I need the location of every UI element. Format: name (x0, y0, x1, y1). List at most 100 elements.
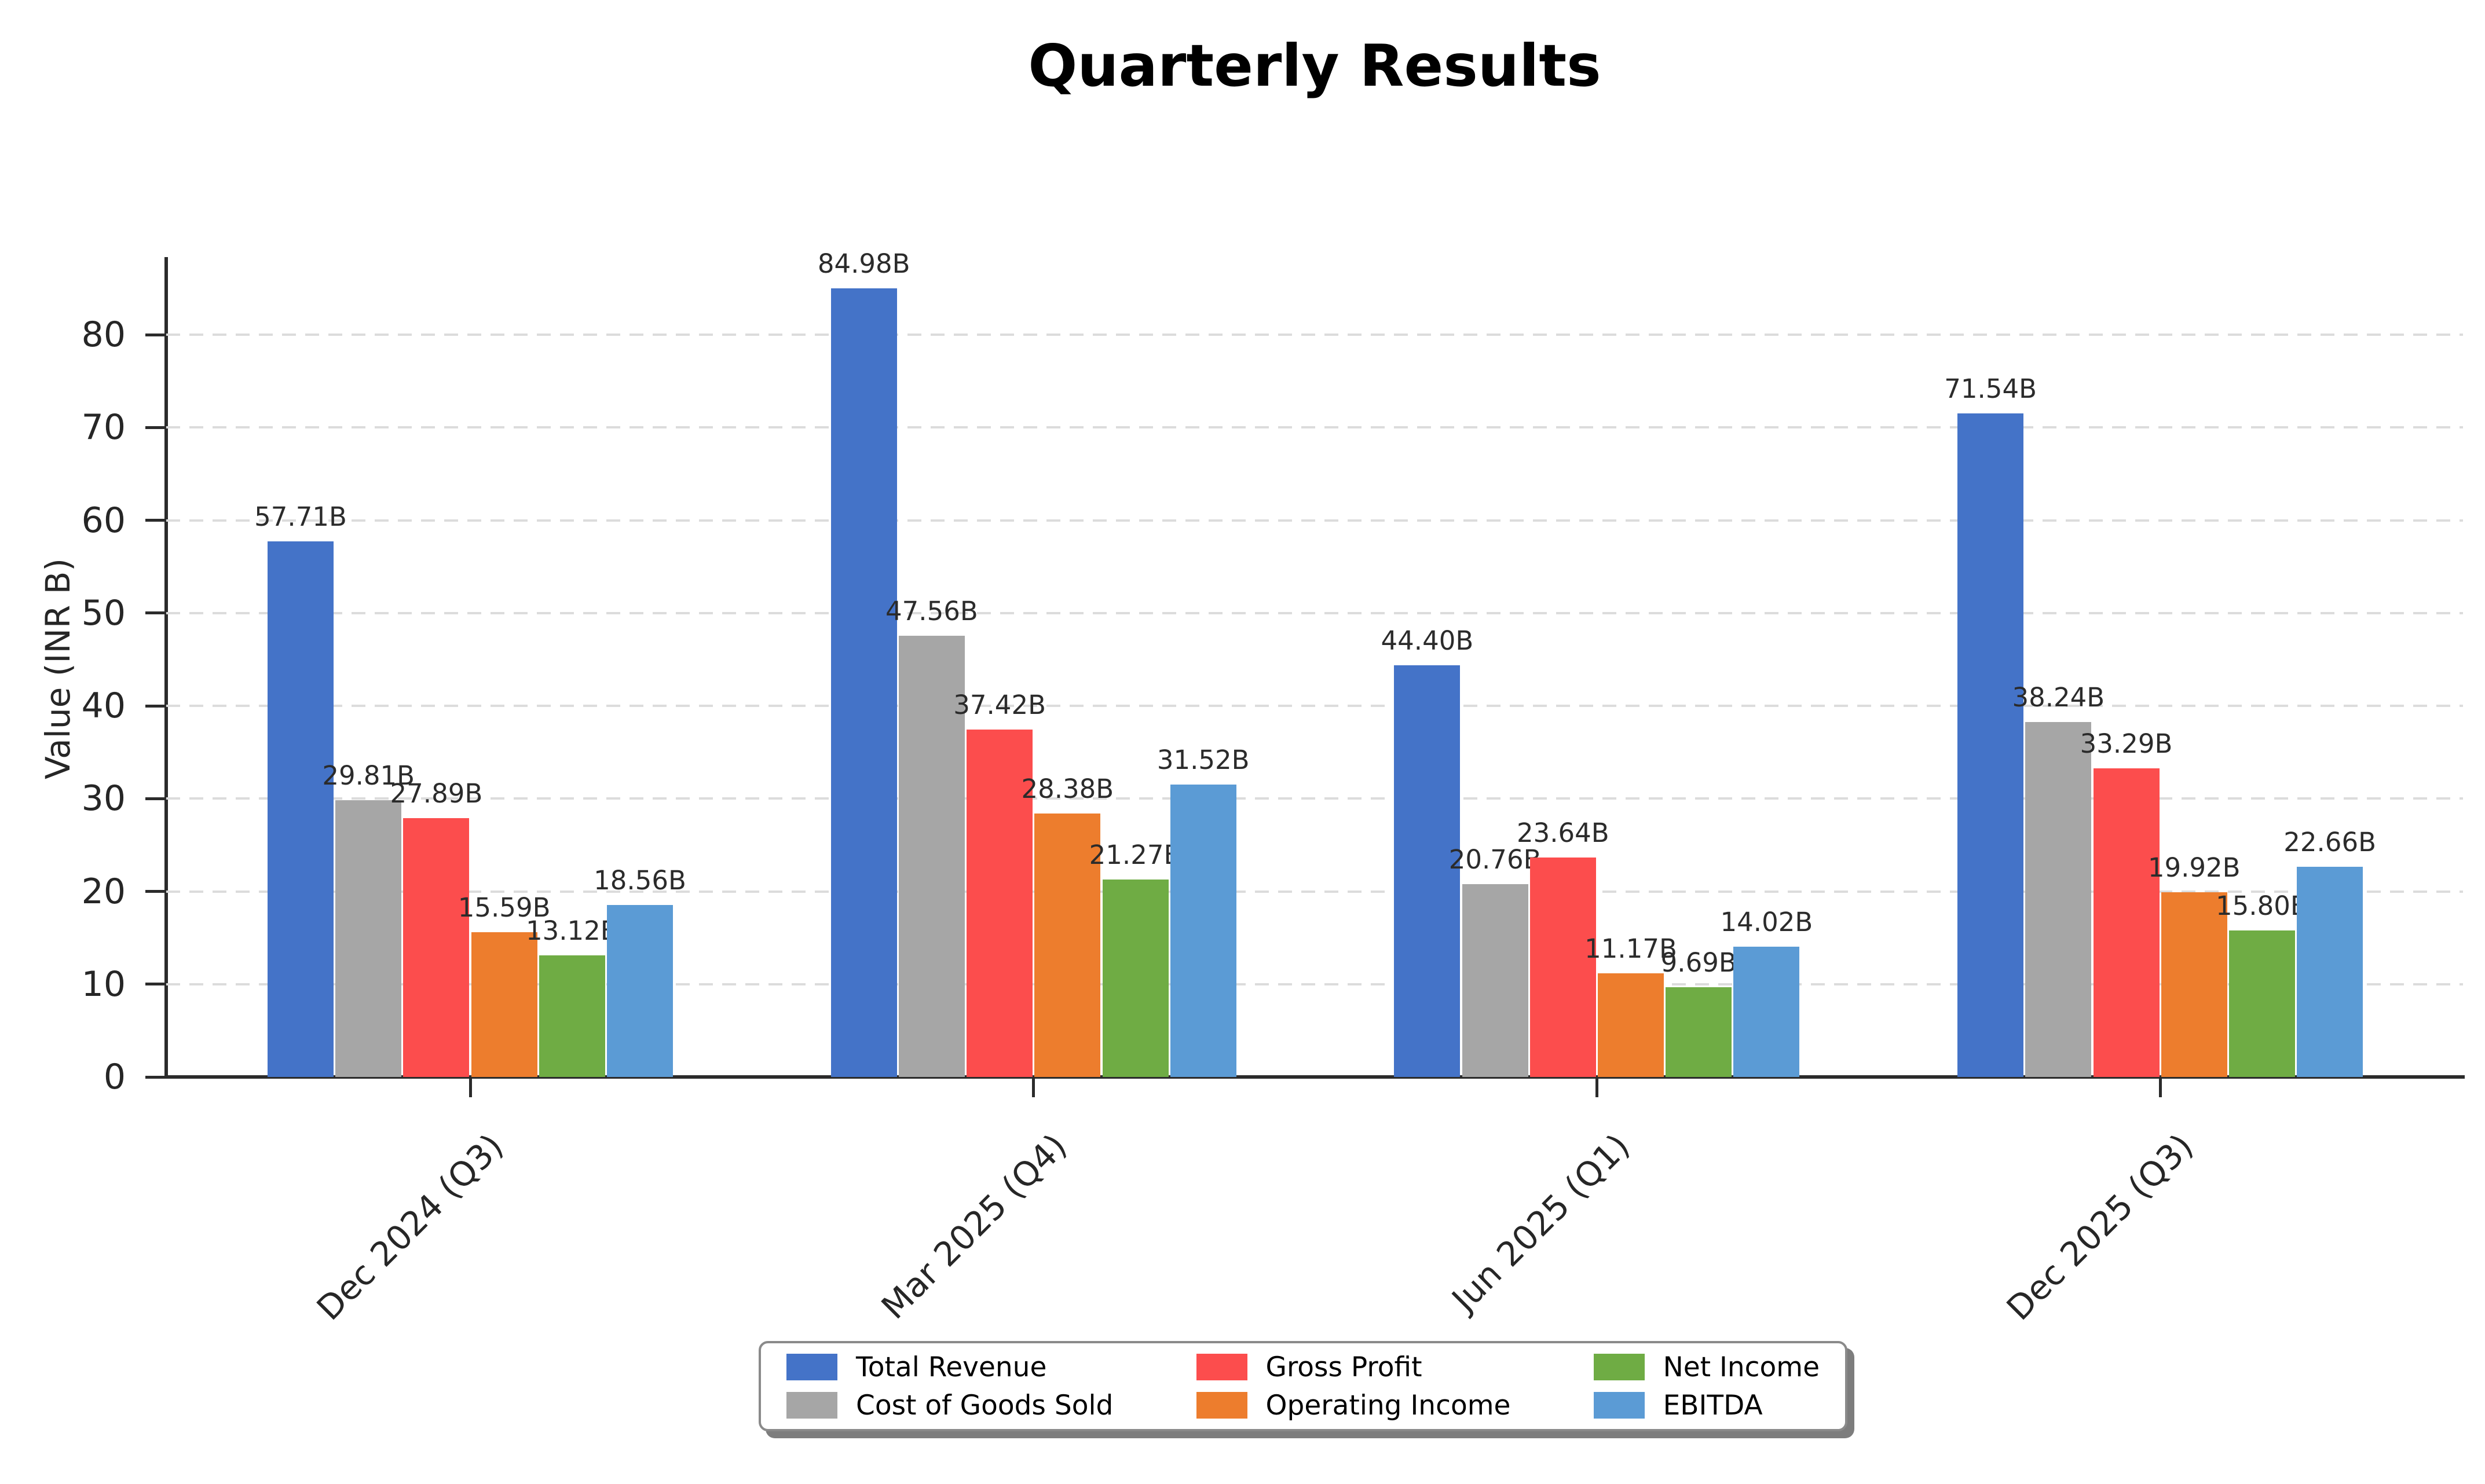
bar-value-label: 22.66B (2283, 826, 2376, 858)
legend-label: EBITDA (1663, 1389, 1763, 1421)
bar (2161, 892, 2227, 1077)
y-tick-label: 50 (81, 592, 126, 633)
y-tick-label: 80 (81, 314, 126, 356)
y-tick-mark (145, 611, 166, 615)
legend: Total Revenue Cost of Goods Sold Gross Pro… (759, 1341, 1847, 1431)
legend-swatch (1196, 1354, 1247, 1380)
bar-value-label: 57.71B (254, 501, 347, 533)
legend-item: Cost of Goods Sold (786, 1390, 1113, 1421)
bar-value-label: 19.92B (2147, 852, 2241, 883)
legend-swatch (786, 1392, 837, 1419)
x-tick-mark (2158, 1079, 2162, 1097)
y-tick-mark (145, 333, 166, 336)
y-tick-label: 60 (81, 500, 126, 541)
legend-swatch (1196, 1392, 1247, 1419)
x-tick-label: Jun 2025 (Q1) (1444, 1126, 1638, 1319)
bar-value-label: 71.54B (1944, 373, 2037, 404)
bar-value-label: 14.02B (1720, 907, 1813, 938)
bar-value-label: 18.56B (594, 864, 686, 896)
legend-swatch (786, 1354, 837, 1380)
gridline (166, 426, 2463, 429)
bar (1598, 973, 1664, 1077)
gridline (166, 519, 2463, 522)
gridline (166, 797, 2463, 800)
bar-value-label: 44.40B (1381, 625, 1474, 656)
x-tick-mark (1032, 1079, 1035, 1097)
y-tick-label: 70 (81, 407, 126, 448)
y-tick-mark (145, 426, 166, 429)
bar (1462, 884, 1528, 1077)
x-tick-label: Mar 2025 (Q4) (873, 1126, 1074, 1327)
bar (471, 932, 537, 1077)
plot-area: 0 10 20 30 40 50 60 70 80 57.71B 29.81B 27.89B 15.59… (82, 248, 2465, 1328)
x-tick-label: Dec 2025 (Q3) (1999, 1126, 2201, 1328)
bar (1394, 665, 1461, 1077)
bar (1733, 947, 1800, 1077)
bar-value-label: 15.59B (458, 892, 551, 924)
bar-value-label: 47.56B (885, 595, 978, 626)
gridline (166, 334, 2463, 336)
y-tick-mark (145, 797, 166, 800)
bar (403, 818, 470, 1077)
bar (898, 635, 965, 1077)
bar (2093, 768, 2160, 1077)
legend-label: Total Revenue (856, 1351, 1047, 1383)
bar-value-label: 28.38B (1021, 774, 1114, 805)
bar-value-label: 11.17B (1584, 933, 1677, 965)
bar (1034, 814, 1101, 1077)
bar-value-label: 33.29B (2080, 728, 2173, 759)
x-tick-mark (1595, 1079, 1598, 1097)
bar-value-label: 20.76B (1448, 844, 1542, 875)
bar-value-label: 13.12B (525, 915, 618, 946)
gridline (166, 705, 2463, 708)
legend-item: Net Income (1593, 1351, 1820, 1383)
bar-value-label: 21.27B (1089, 840, 1182, 871)
y-tick-mark (145, 704, 166, 708)
y-tick-label: 10 (81, 963, 126, 1005)
bar (830, 288, 897, 1077)
y-tick-mark (145, 519, 166, 522)
legend-swatch (1593, 1354, 1645, 1380)
legend-label: Net Income (1663, 1351, 1820, 1383)
legend-swatch (1593, 1392, 1645, 1419)
y-tick-mark (145, 983, 166, 986)
x-axis-spine (164, 1075, 2465, 1079)
x-tick-label: Dec 2024 (Q3) (309, 1126, 511, 1328)
bar-value-label: 31.52B (1157, 744, 1250, 775)
bar (1529, 858, 1596, 1077)
bar (1957, 413, 2024, 1077)
bar (335, 800, 402, 1077)
y-tick-label: 40 (81, 686, 126, 727)
bar-value-label: 29.81B (322, 760, 415, 792)
y-tick-mark (145, 1075, 166, 1079)
legend-label: Gross Profit (1265, 1351, 1422, 1383)
legend-item: Gross Profit (1196, 1351, 1511, 1383)
bar-value-label: 27.89B (390, 778, 483, 809)
y-tick-label: 30 (81, 778, 126, 819)
bar-value-label: 38.24B (2012, 682, 2105, 713)
gridline (166, 983, 2463, 985)
legend-item: Total Revenue (786, 1351, 1113, 1383)
bar (967, 730, 1033, 1077)
bar-value-label: 15.80B (2216, 890, 2308, 921)
bar (1666, 987, 1732, 1077)
y-tick-label: 20 (81, 871, 126, 912)
bar (539, 955, 605, 1077)
bar-value-label: 84.98B (817, 248, 910, 280)
gridline (166, 611, 2463, 614)
bar-value-label: 37.42B (953, 690, 1046, 721)
chart-title: Quarterly Results (1028, 32, 1601, 100)
legend-item: EBITDA (1593, 1389, 1820, 1421)
bar (2025, 722, 2092, 1077)
legend-item: Operating Income (1196, 1390, 1510, 1421)
y-axis-spine (164, 257, 168, 1079)
y-tick-label: 0 (103, 1057, 126, 1097)
bar-value-label: 9.69B (1660, 947, 1737, 978)
bar (607, 904, 673, 1077)
bar (2228, 930, 2295, 1077)
legend-label: Cost of Goods Sold (856, 1389, 1114, 1421)
bar-value-label: 23.64B (1516, 818, 1609, 849)
bar (2297, 866, 2363, 1077)
y-tick-mark (145, 890, 166, 893)
